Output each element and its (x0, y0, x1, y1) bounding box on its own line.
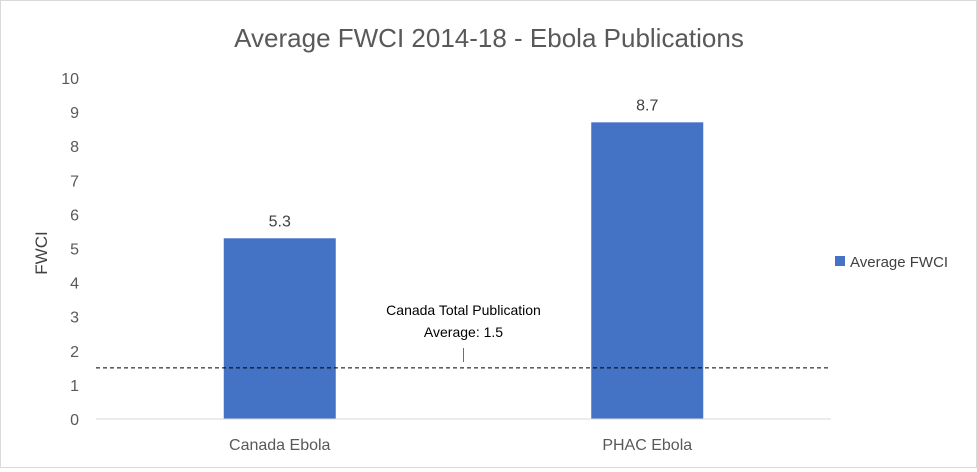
data-label: 8.7 (636, 97, 658, 114)
x-axis-ticks: Canada Ebola PHAC Ebola (229, 437, 692, 454)
y-tick-label: 0 (70, 412, 79, 429)
y-tick-label: 4 (70, 276, 79, 293)
y-tick-label: 5 (70, 242, 79, 259)
y-axis-label: FWCI (32, 231, 51, 274)
reference-annotation-line-1: Canada Total Publication (386, 302, 541, 318)
x-tick-label: PHAC Ebola (602, 437, 692, 454)
y-tick-label: 10 (61, 71, 79, 88)
legend-swatch (835, 256, 845, 266)
y-tick-label: 9 (70, 105, 79, 122)
y-tick-label: 1 (70, 378, 79, 395)
y-tick-label: 8 (70, 139, 79, 156)
bar[interactable] (223, 238, 336, 419)
y-tick-label: 3 (70, 310, 79, 327)
legend-label: Average FWCI (850, 254, 948, 271)
bar[interactable] (591, 122, 704, 419)
reference-annotation-line-2: Average: 1.5 (424, 324, 503, 340)
y-tick-label: 7 (70, 173, 79, 190)
y-axis-ticks: 0 1 2 3 4 5 6 7 8 9 10 (61, 71, 79, 429)
data-label: 5.3 (269, 213, 291, 230)
y-tick-label: 2 (70, 344, 79, 361)
y-tick-label: 6 (70, 207, 79, 224)
chart-title: Average FWCI 2014-18 - Ebola Publication… (234, 23, 744, 53)
reference-line-group: Canada Total Publication Average: 1.5 (96, 302, 831, 369)
x-tick-label: Canada Ebola (229, 437, 331, 454)
data-labels: 5.3 8.7 (269, 97, 659, 230)
legend[interactable]: Average FWCI (835, 254, 948, 271)
bars (223, 122, 704, 419)
